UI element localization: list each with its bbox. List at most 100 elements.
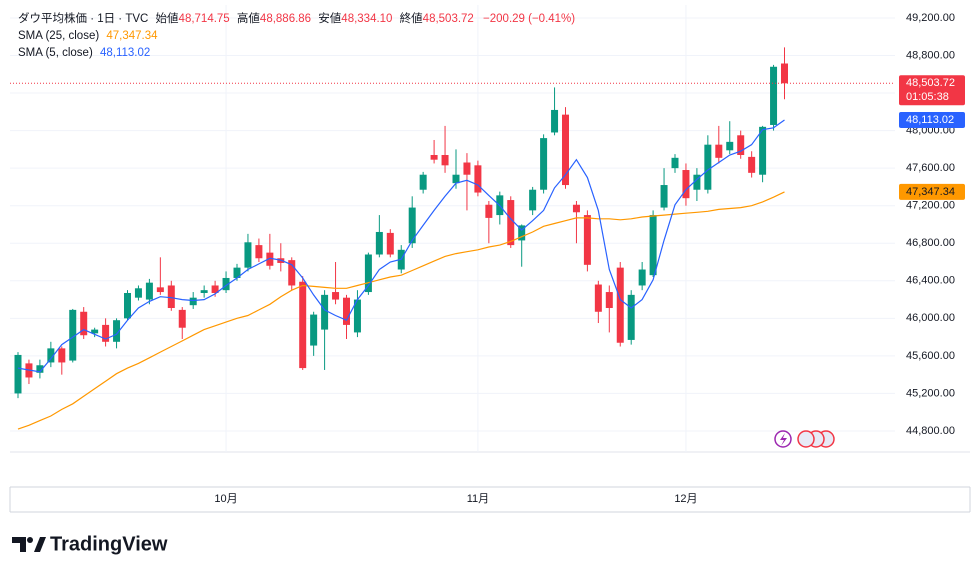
candle-body — [562, 114, 569, 186]
candle-body — [726, 141, 734, 151]
sma5-value: 48,113.02 — [100, 47, 150, 59]
candle-body — [124, 292, 131, 319]
y-tick-label: 46,800.00 — [906, 237, 955, 249]
y-tick-label: 45,200.00 — [906, 387, 955, 399]
y-tick-label: 47,600.00 — [906, 162, 955, 174]
low-label: 安値 — [318, 11, 341, 25]
x-tick-label: 10月 — [214, 493, 237, 505]
logo-dot — [27, 537, 33, 543]
candle-body — [222, 277, 230, 291]
candle-body — [759, 126, 767, 175]
logo-mark — [34, 537, 46, 552]
candle-body — [748, 156, 756, 173]
sma-price-box — [899, 111, 965, 128]
candle-body — [474, 165, 482, 193]
candle-body — [244, 242, 252, 268]
candle-body — [627, 294, 635, 340]
candle-body — [507, 200, 515, 246]
marks — [10, 47, 895, 430]
countdown-label: 01:05:38 — [906, 91, 949, 103]
candle-body — [353, 299, 361, 333]
candle-body — [310, 314, 318, 346]
candle-body — [343, 297, 350, 325]
candle-body — [737, 135, 745, 156]
change-value: −200.29 (−0.41%) — [483, 13, 575, 25]
candle-body — [638, 269, 646, 286]
sma25-value: 47,347.34 — [106, 30, 158, 42]
sma5-name: SMA (5, close) — [18, 47, 93, 59]
candle-body — [113, 320, 121, 342]
sma-price-box — [899, 183, 965, 200]
logo-mark — [12, 537, 26, 552]
branding-logo: TradingView — [12, 533, 168, 555]
candle-body — [156, 287, 164, 293]
candle-body — [80, 311, 88, 336]
y-tick-label: 47,200.00 — [906, 200, 955, 212]
candle-body — [178, 309, 186, 328]
candle-body — [463, 162, 471, 175]
grid — [10, 5, 895, 452]
candle-body — [551, 109, 559, 133]
sma-price-label: 47,347.34 — [906, 186, 955, 198]
candle-body — [134, 288, 142, 298]
candle-body — [572, 204, 580, 213]
y-tick-label: 46,400.00 — [906, 275, 955, 287]
candle-body — [386, 232, 394, 255]
y-tick-label: 44,800.00 — [906, 425, 955, 437]
close-value: 48,503.72 — [423, 13, 474, 25]
candle-body — [770, 66, 778, 125]
candle-body — [671, 157, 679, 169]
candle-body — [69, 309, 77, 361]
event-icons[interactable] — [774, 430, 835, 448]
candle-body — [715, 144, 723, 158]
candle-body — [364, 254, 372, 293]
candle-body — [375, 231, 383, 255]
candle-body — [529, 189, 537, 211]
candle-body — [299, 281, 307, 369]
sma5-legend: SMA (5, close) 48,113.02 — [18, 47, 150, 59]
open-value: 48,714.75 — [179, 13, 230, 25]
x-tick-label: 12月 — [674, 493, 697, 505]
open-label: 始値 — [156, 11, 179, 25]
candle-body — [102, 324, 110, 342]
sma25-legend: SMA (25, close) 47,347.34 — [18, 30, 158, 42]
y-tick-label: 48,800.00 — [906, 49, 955, 61]
flag-icon[interactable] — [797, 430, 815, 448]
candle-body — [583, 215, 591, 265]
branding-text: TradingView — [50, 533, 168, 555]
labels: 44,800.00 45,200.00 45,600.00 46,000.00 46,4… — [214, 12, 965, 505]
candle-body — [255, 245, 263, 259]
sma-price-label: 48,113.02 — [906, 114, 954, 126]
candle-body — [616, 267, 624, 343]
sma-line — [17, 191, 785, 430]
candle-body — [518, 225, 526, 241]
low-value: 48,334.10 — [341, 13, 392, 25]
candle-body — [167, 285, 175, 309]
candle-body — [419, 174, 427, 190]
x-tick-label: 11月 — [467, 493, 489, 505]
candle-body — [36, 365, 44, 373]
y-tick-label: 46,000.00 — [906, 312, 955, 324]
candle-body — [605, 292, 613, 309]
candle-body — [200, 290, 208, 293]
sma-line — [17, 119, 785, 373]
candle-body — [189, 297, 197, 306]
close-label: 終値 — [400, 11, 423, 25]
frame — [9, 451, 971, 513]
candle-body — [408, 207, 416, 244]
high-value: 48,886.86 — [260, 13, 311, 25]
last-price-label: 48,503.72 — [906, 77, 955, 89]
candle-body — [430, 155, 438, 160]
candle-body — [485, 204, 493, 218]
candle-body — [682, 170, 690, 199]
candle-body — [145, 282, 153, 300]
symbol-title: ダウ平均株価 · 1日 · TVC — [18, 11, 148, 25]
high-label: 高値 — [237, 11, 260, 25]
candle-body — [321, 294, 329, 330]
candle-body — [266, 252, 274, 266]
candle-body — [452, 174, 460, 184]
candle-body — [660, 185, 668, 208]
header-legend: ダウ平均株価 · 1日 · TVC 始値48,714.75 高値48,886.8… — [18, 11, 575, 25]
candle-body — [649, 215, 657, 276]
